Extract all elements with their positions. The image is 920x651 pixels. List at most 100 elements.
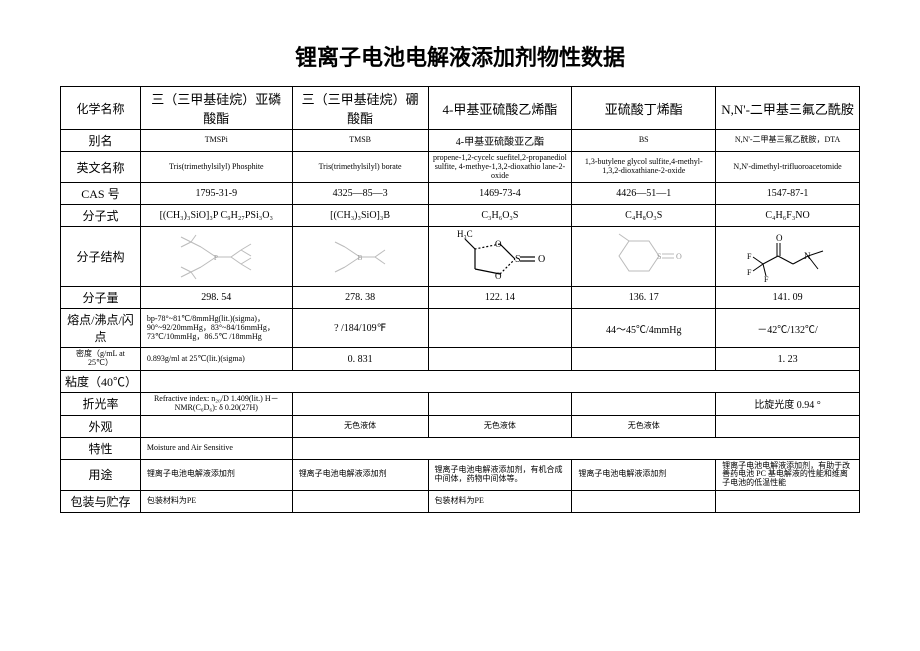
header-structure: 分子结构	[61, 227, 141, 287]
cell	[292, 392, 428, 415]
cell	[140, 370, 859, 392]
cell: 锂离子电池电解液添加剂，有机合成中间体，药物中间体等。	[428, 459, 572, 490]
cell: 44～45℃/4mmHg	[572, 309, 716, 348]
cell: 锂离子电池电解液添加剂	[572, 459, 716, 490]
row-alias: 别名 TMSPi TMSB 4-甲基亚硫酸亚乙酯 BS N,N'-二甲基三氟乙酰…	[61, 130, 860, 152]
row-cas: CAS 号 1795-31-9 4325—85—3 1469-73-4 4426…	[61, 183, 860, 205]
cell	[140, 415, 292, 437]
cell: 136. 17	[572, 287, 716, 309]
svg-text:F: F	[747, 252, 752, 261]
cell	[428, 348, 572, 371]
row-properties: 特性 Moisture and Air Sensitive	[61, 437, 860, 459]
structure-tmspi: P	[140, 227, 292, 287]
header-mw: 分子量	[61, 287, 141, 309]
row-mp: 熔点/沸点/闪点 bp-78°~81℃/8mmHg(lit.)(sigma)，9…	[61, 309, 860, 348]
svg-text:F: F	[747, 268, 752, 277]
cell: [(CH₃)₃SiO]₃B	[292, 205, 428, 227]
cell: N,N'-二甲基三氟乙酰胺，DTA	[716, 130, 860, 152]
svg-text:H₃C: H₃C	[457, 229, 473, 239]
svg-text:P: P	[214, 254, 218, 262]
structure-pse: H₃C O O S O	[428, 227, 572, 287]
structure-tmsb: B	[292, 227, 428, 287]
cell: 4426—51—1	[572, 183, 716, 205]
cell: C₄H₆F₃NO	[716, 205, 860, 227]
structure-bs: S O	[572, 227, 716, 287]
header-refraction: 折光率	[61, 392, 141, 415]
cell: 无色液体	[428, 415, 572, 437]
row-structure: 分子结构 P	[61, 227, 860, 287]
cell: －42℃/132℃/	[716, 309, 860, 348]
row-usage: 用途 锂离子电池电解液添加剂 锂离子电池电解液添加剂 锂离子电池电解液添加剂，有…	[61, 459, 860, 490]
cell	[292, 437, 859, 459]
cell	[716, 490, 860, 512]
cell: 三（三甲基硅烷）亚磷酸酯	[140, 87, 292, 130]
cell	[428, 309, 572, 348]
row-viscosity: 粘度（40℃）	[61, 370, 860, 392]
svg-text:O: O	[538, 254, 545, 265]
row-packaging: 包装与贮存 包装材料为PE 包装材料为PE	[61, 490, 860, 512]
cell: 1795-31-9	[140, 183, 292, 205]
row-chemname: 化学名称 三（三甲基硅烷）亚磷酸酯 三（三甲基硅烷）硼酸酯 4-甲基亚硫酸乙烯酯…	[61, 87, 860, 130]
cell: propene-1,2-cycelc suefitel,2-propanedio…	[428, 152, 572, 183]
header-alias: 别名	[61, 130, 141, 152]
row-refraction: 折光率 Refractive index: n₂₀/D 1.409(lit.) …	[61, 392, 860, 415]
cell: C₃H₆O₃S	[428, 205, 572, 227]
row-density: 密度（g/mL at 25℃） 0.893g/ml at 25℃(lit.)(s…	[61, 348, 860, 371]
cell: ? /184/109℉	[292, 309, 428, 348]
svg-text:B: B	[358, 254, 363, 262]
cell: Moisture and Air Sensitive	[140, 437, 292, 459]
cell	[572, 490, 716, 512]
cell: N,N'-二甲基三氟乙酰胺	[716, 87, 860, 130]
cell: 三（三甲基硅烷）硼酸酯	[292, 87, 428, 130]
cell: 122. 14	[428, 287, 572, 309]
cell: 0. 831	[292, 348, 428, 371]
row-appearance: 外观 无色液体 无色液体 无色液体	[61, 415, 860, 437]
cell: 比旋光度 0.94 °	[716, 392, 860, 415]
row-mw: 分子量 298. 54 278. 38 122. 14 136. 17 141.…	[61, 287, 860, 309]
cell: 0.893g/ml at 25℃(lit.)(sigma)	[140, 348, 292, 371]
svg-text:N: N	[804, 251, 811, 261]
cell: 1,3-butylene glycol sulfite,4-methyl-1,3…	[572, 152, 716, 183]
page-title: 锂离子电池电解液添加剂物性数据	[60, 40, 860, 72]
header-usage: 用途	[61, 459, 141, 490]
svg-text:O: O	[676, 252, 682, 261]
header-mp: 熔点/沸点/闪点	[61, 309, 141, 348]
cell: TMSPi	[140, 130, 292, 152]
cell: BS	[572, 130, 716, 152]
cell: 包装材料为PE	[140, 490, 292, 512]
header-enname: 英文名称	[61, 152, 141, 183]
cell: 无色液体	[572, 415, 716, 437]
cell: 298. 54	[140, 287, 292, 309]
cell: 278. 38	[292, 287, 428, 309]
row-enname: 英文名称 Tris(trimethylsilyl) Phosphite Tris…	[61, 152, 860, 183]
cell: 包装材料为PE	[428, 490, 572, 512]
header-formula: 分子式	[61, 205, 141, 227]
cell: Refractive index: n₂₀/D 1.409(lit.) H－NM…	[140, 392, 292, 415]
row-formula: 分子式 [(CH₃)₃SiO]₃P C₉H₂₇PSi₃O₃ [(CH₃)₃SiO…	[61, 205, 860, 227]
cell: 锂离子电池电解液添加剂	[292, 459, 428, 490]
cell: 1547-87-1	[716, 183, 860, 205]
cell	[572, 392, 716, 415]
cell: 4325—85—3	[292, 183, 428, 205]
data-table: 化学名称 三（三甲基硅烷）亚磷酸酯 三（三甲基硅烷）硼酸酯 4-甲基亚硫酸乙烯酯…	[60, 86, 860, 513]
cell: Tris(trimethylsilyl) Phosphite	[140, 152, 292, 183]
svg-text:S: S	[657, 252, 661, 261]
svg-text:O: O	[776, 233, 783, 243]
cell: Tris(trimethylsilyl) borate	[292, 152, 428, 183]
cell: TMSB	[292, 130, 428, 152]
structure-dta: O N F F F	[716, 227, 860, 287]
svg-text:S: S	[515, 254, 521, 265]
cell	[572, 348, 716, 371]
cell: 无色液体	[292, 415, 428, 437]
header-cas: CAS 号	[61, 183, 141, 205]
cell: 4-甲基亚硫酸亚乙酯	[428, 130, 572, 152]
header-chemname: 化学名称	[61, 87, 141, 130]
svg-text:F: F	[764, 275, 769, 284]
header-packaging: 包装与贮存	[61, 490, 141, 512]
cell: 1. 23	[716, 348, 860, 371]
svg-text:O: O	[495, 271, 502, 281]
cell: N,N'-dimethyl-trifluoroacetomide	[716, 152, 860, 183]
cell: bp-78°~81℃/8mmHg(lit.)(sigma)，90°~92/20m…	[140, 309, 292, 348]
cell: [(CH₃)₃SiO]₃P C₉H₂₇PSi₃O₃	[140, 205, 292, 227]
cell: 锂离子电池电解液添加剂，有助于改善药电池 PC 基电解液的性能和维离子电池的低温…	[716, 459, 860, 490]
